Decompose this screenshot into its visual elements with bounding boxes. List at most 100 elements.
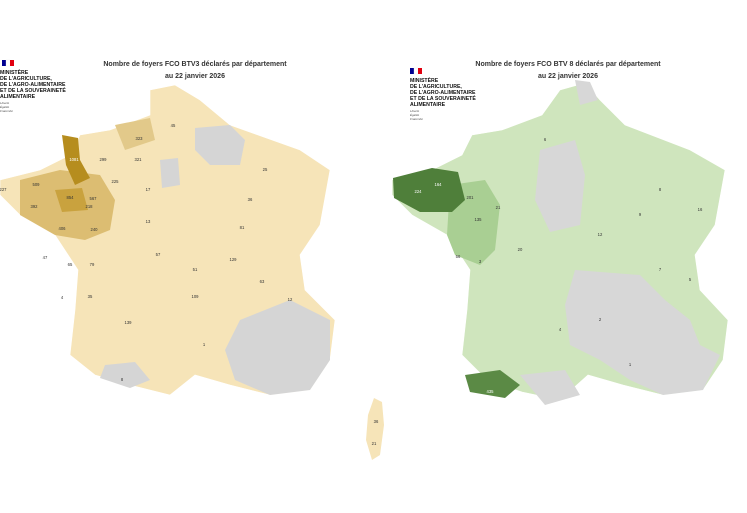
left-map [0,84,384,460]
motto: Fraternité [410,117,423,121]
department-value: 13 [146,219,151,224]
region-gray [195,125,245,165]
motto: Égalité [410,112,420,117]
department-value: 224 [415,189,423,194]
department-value: 5 [689,277,692,282]
department-value: 201 [467,195,475,200]
department-value: 63 [260,279,265,284]
department-value: 12 [598,232,603,237]
ministry-line: ALIMENTAIRE [0,94,36,100]
right-subtitle: au 22 janvier 2026 [538,73,598,80]
department-value: 4 [559,327,562,332]
department-value: 20 [518,247,523,252]
motto: Égalité [0,104,10,109]
region-gray [520,370,580,405]
department-value: 164 [435,182,443,187]
department-value: 35 [88,294,93,299]
ministry-line: DE L'AGRICULTURE, [410,84,462,90]
ministry-line: DE L'AGRO-ALIMENTAIRE [410,90,476,96]
department-value: 51 [193,267,198,272]
left-logo: MINISTÈRE DE L'AGRICULTURE, DE L'AGRO-AL… [0,59,66,113]
motto: Liberté [0,101,10,105]
department-value: 57 [156,252,161,257]
department-value: 854 [67,195,75,200]
department-value: 1 [203,342,206,347]
department-value: 8 [121,377,124,382]
department-value: 135 [475,217,483,222]
ministry-line: ET DE LA SOUVERAINETÉ [410,94,476,102]
department-value: 81 [240,225,245,230]
ministry-line: MINISTÈRE [410,76,439,84]
department-value: 1 [629,362,632,367]
ministry-line: ET DE LA SOUVERAINETÉ [0,86,66,94]
region-gray [225,300,330,395]
department-value: 299 [100,157,108,162]
region-dark [465,370,520,398]
region-gray [535,140,585,232]
region-dark [62,135,90,185]
region-dark [55,188,88,212]
department-value: 227 [0,187,7,192]
department-value: 21 [496,205,501,210]
region-gray [160,158,180,188]
department-value: 47 [43,255,48,260]
department-value: 45 [171,123,176,128]
left-subtitle: au 22 janvier 2026 [165,73,225,80]
department-value: 321 [135,157,143,162]
ministry-line: DE L'AGRO-ALIMENTAIRE [0,82,66,88]
right-logo: MINISTÈRE DE L'AGRICULTURE, DE L'AGRO-AL… [410,67,476,121]
department-value: 6 [544,137,547,142]
department-value: 109 [192,294,200,299]
department-value: 139 [125,320,133,325]
flag-white [413,67,419,75]
department-value: 435 [487,389,495,394]
department-value: 2 [599,317,602,322]
ministry-line: DE L'AGRICULTURE, [0,76,52,82]
department-value: 4 [61,295,64,300]
motto: Fraternité [0,109,13,113]
department-value: 323 [136,136,144,141]
department-value: 567 [90,196,98,201]
department-value: 56 [456,254,461,259]
flag-red [418,68,422,74]
department-value: 36 [374,419,379,424]
department-value: 36 [248,197,253,202]
department-value: 3 [479,259,482,264]
department-value: 7 [659,267,662,272]
right-map [391,80,729,405]
department-value: 25 [263,167,268,172]
department-value: 8 [659,187,662,192]
department-value: 129 [230,257,238,262]
department-value: 79 [90,262,95,267]
motto: Liberté [410,109,420,113]
region-dark [393,168,465,212]
department-value: 21 [372,441,377,446]
right-labels: 224 164 201 21 6 56 3 435 135 20 12 9 7 5 2 4 1 8 16 [415,137,703,394]
flag-white [5,59,11,67]
flag-red [10,60,14,66]
flag-blue [2,60,6,66]
department-value: 392 [31,204,39,209]
region-gray [575,80,598,105]
right-title: Nombre de foyers FCO BTV 8 déclarés par … [475,61,661,68]
department-value: 65 [68,262,73,267]
department-value: 16 [698,207,703,212]
department-value: 17 [146,187,151,192]
flag-blue [410,68,414,74]
department-value: 9 [639,212,642,217]
region-gray [100,362,150,388]
department-value: 218 [86,204,94,209]
department-value: 240 [91,227,99,232]
ministry-line: MINISTÈRE [0,68,29,76]
department-value: 225 [112,179,120,184]
department-value: 406 [59,226,67,231]
left-title: Nombre de foyers FCO BTV3 déclarés par d… [103,61,287,68]
corsica [366,398,384,460]
ministry-line: ALIMENTAIRE [410,102,446,108]
region-medium [115,118,155,150]
region-gray [565,270,720,395]
department-value: 1081 [69,157,79,162]
department-value: 509 [33,182,41,187]
